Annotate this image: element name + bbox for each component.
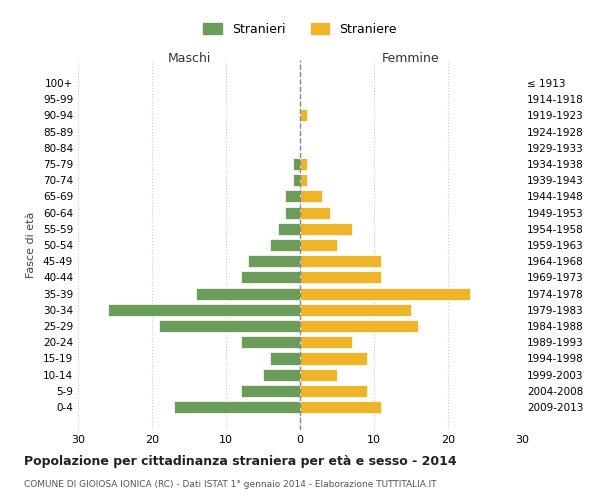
Bar	[300, 174, 307, 186]
Bar	[160, 320, 300, 332]
Bar	[278, 222, 300, 235]
Bar	[300, 255, 382, 268]
Bar	[300, 401, 382, 413]
Bar	[241, 385, 300, 397]
Bar	[241, 336, 300, 348]
Legend: Stranieri, Straniere: Stranieri, Straniere	[198, 18, 402, 41]
Bar	[300, 304, 411, 316]
Bar	[271, 239, 300, 251]
Bar	[300, 272, 382, 283]
Bar	[300, 352, 367, 364]
Bar	[196, 288, 300, 300]
Bar	[285, 190, 300, 202]
Bar	[107, 304, 300, 316]
Bar	[300, 222, 352, 235]
Text: Femmine: Femmine	[382, 52, 440, 65]
Bar	[300, 288, 470, 300]
Bar	[241, 272, 300, 283]
Y-axis label: Anni di nascita: Anni di nascita	[598, 204, 600, 286]
Bar	[300, 385, 367, 397]
Bar	[174, 401, 300, 413]
Bar	[300, 336, 352, 348]
Bar	[293, 174, 300, 186]
Bar	[271, 352, 300, 364]
Text: Maschi: Maschi	[167, 52, 211, 65]
Bar	[293, 158, 300, 170]
Text: COMUNE DI GIOIOSA IONICA (RC) - Dati ISTAT 1° gennaio 2014 - Elaborazione TUTTIT: COMUNE DI GIOIOSA IONICA (RC) - Dati IST…	[24, 480, 437, 489]
Bar	[300, 190, 322, 202]
Y-axis label: Fasce di età: Fasce di età	[26, 212, 36, 278]
Bar	[300, 158, 307, 170]
Bar	[300, 368, 337, 381]
Bar	[300, 239, 337, 251]
Bar	[300, 206, 329, 218]
Bar	[263, 368, 300, 381]
Text: Popolazione per cittadinanza straniera per età e sesso - 2014: Popolazione per cittadinanza straniera p…	[24, 455, 457, 468]
Bar	[300, 320, 418, 332]
Bar	[300, 109, 307, 122]
Bar	[285, 206, 300, 218]
Bar	[248, 255, 300, 268]
